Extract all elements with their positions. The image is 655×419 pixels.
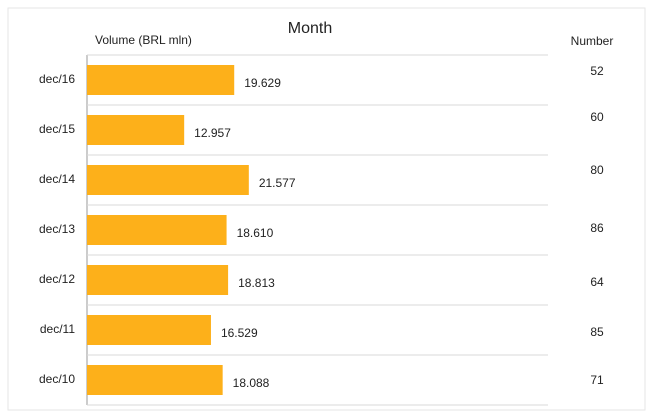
number-cell: 64 [590, 275, 604, 289]
category-label: dec/14 [39, 172, 75, 186]
bar [87, 165, 249, 195]
value-label: 19.629 [244, 76, 281, 90]
category-label: dec/15 [39, 122, 75, 136]
bar [87, 265, 229, 295]
category-label: dec/11 [40, 322, 75, 336]
bar [87, 65, 235, 95]
value-label: 12.957 [194, 126, 231, 140]
number-cell: 71 [590, 373, 604, 387]
number-cell: 52 [590, 64, 604, 78]
number-cell: 60 [590, 110, 604, 124]
bar [87, 365, 223, 395]
category-label: dec/13 [39, 222, 75, 236]
value-label: 18.813 [238, 276, 275, 290]
bar [87, 315, 211, 345]
number-cell: 86 [590, 221, 604, 235]
value-label: 16.529 [221, 326, 258, 340]
axis-label: Volume (BRL mln) [95, 33, 192, 47]
value-label: 18.088 [233, 376, 270, 390]
category-label: dec/16 [39, 72, 75, 86]
number-cell: 85 [590, 325, 604, 339]
category-label: dec/10 [39, 372, 75, 386]
bar [87, 115, 185, 145]
value-label: 21.577 [259, 176, 296, 190]
value-label: 18.610 [237, 226, 274, 240]
category-label: dec/12 [39, 272, 75, 286]
bar [87, 215, 227, 245]
chart-title: Month [288, 20, 332, 37]
number-cell: 80 [590, 163, 604, 177]
number-header: Number [571, 34, 614, 48]
